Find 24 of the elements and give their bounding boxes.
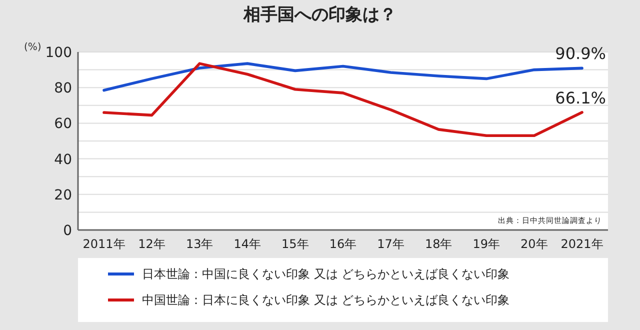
y-tick-label: 40 <box>54 152 72 168</box>
legend-label: 日本世論：中国に良くない印象 又は どちらかといえば良くない印象 <box>142 267 510 281</box>
y-tick-label: 100 <box>45 45 72 61</box>
y-tick-label: 80 <box>54 80 72 97</box>
x-tick-label: 14年 <box>234 237 262 251</box>
data-label: 90.9% <box>555 44 606 64</box>
data-label: 66.1% <box>555 88 606 108</box>
y-tick-label: 0 <box>63 223 72 239</box>
y-tick-label: 20 <box>54 187 72 204</box>
x-tick-label: 18年 <box>424 237 452 251</box>
x-tick-label: 12年 <box>138 237 166 251</box>
x-tick-label: 2021年 <box>560 237 604 251</box>
y-tick-label: 60 <box>54 116 72 132</box>
x-tick-label: 20年 <box>520 237 548 251</box>
x-tick-label: 16年 <box>329 237 357 251</box>
legend-label: 中国世論：日本に良くない印象 又は どちらかといえば良くない印象 <box>142 293 510 307</box>
y-axis-title: (%) <box>24 42 42 53</box>
chart-title: 相手国への印象は？ <box>242 5 396 25</box>
x-tick-label: 13年 <box>186 237 214 251</box>
x-tick-label: 17年 <box>377 237 404 251</box>
line-series <box>102 62 584 92</box>
x-tick-label: 2011年 <box>82 237 126 251</box>
x-tick-label: 19年 <box>472 237 500 251</box>
x-tick-label: 15年 <box>282 237 309 251</box>
